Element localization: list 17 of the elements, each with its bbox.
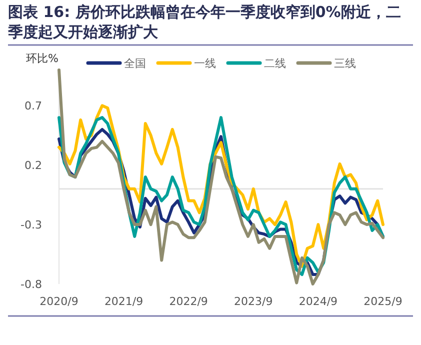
x-tick-label: 2023/9 [234,295,273,308]
y-tick-label: 0.2 [24,159,42,172]
y-tick-label: -0.8 [20,278,42,291]
legend-label: 一线 [194,57,216,70]
legend-label: 三线 [334,57,356,70]
x-tick-label: 2021/9 [104,295,144,308]
x-tick-label: 2024/9 [298,295,338,308]
y-axis-title: 环比% [26,52,58,65]
x-tick-label: 2022/9 [169,295,208,308]
x-tick-label: 2020/9 [40,295,78,308]
legend-label: 全国 [124,57,146,70]
chart-title: 图表 16: 房价环比跌幅曾在今年一季度收窄到0%附近，二季度起又开始逐渐扩大 [8,2,402,42]
y-tick-label: -0.3 [20,218,42,232]
x-tick-label: 2025/9 [364,295,402,308]
legend-label: 二线 [264,57,286,70]
y-tick-label: 0.7 [24,100,42,113]
line-series [58,68,384,286]
